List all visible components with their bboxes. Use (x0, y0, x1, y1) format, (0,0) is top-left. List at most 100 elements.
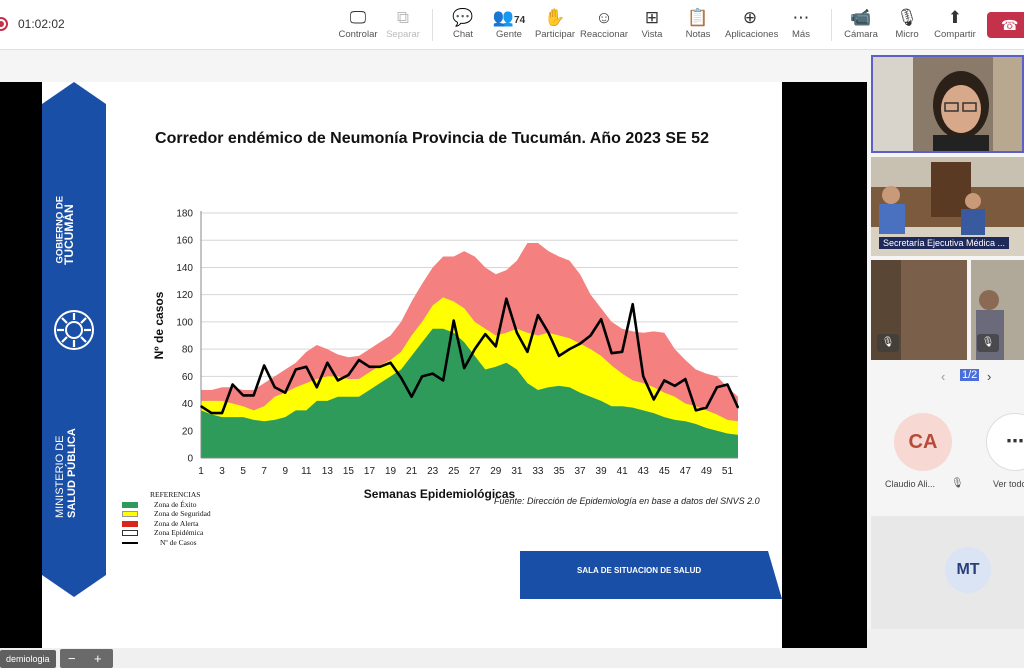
x-tick-label: 31 (511, 466, 523, 477)
y-tick-label: 100 (176, 317, 193, 328)
data-point (589, 334, 592, 337)
more-button[interactable]: ⋯ Más (776, 7, 826, 45)
hand-icon: ✋ (544, 8, 566, 27)
data-point (252, 394, 255, 397)
data-point (368, 366, 371, 368)
y-tick-label: 80 (182, 345, 194, 356)
apps-button[interactable]: ⊕ Aplicaciones (725, 8, 779, 40)
data-point (495, 345, 497, 348)
legend-swatch (122, 501, 138, 508)
avatar-ca[interactable]: CA (894, 413, 952, 471)
sala-label: SALA DE SITUACION DE SALUD (577, 566, 702, 575)
phone-icon: ☎ (1001, 17, 1019, 33)
data-point (547, 331, 550, 334)
data-point (579, 342, 581, 345)
legend-swatch (122, 530, 138, 536)
y-tick-label: 40 (182, 399, 194, 410)
mic-off-icon: 🎙 (977, 334, 999, 352)
x-tick-label: 9 (282, 466, 288, 477)
legend-item-seguridad: Zona de Seguridad (122, 509, 211, 519)
toolbar-divider (432, 9, 433, 41)
data-point (442, 379, 444, 382)
zoom-out-button[interactable]: − (68, 651, 76, 666)
data-point (610, 352, 613, 354)
avatar-mt: MT (945, 547, 991, 593)
video-tile-speaker[interactable] (871, 55, 1024, 153)
x-tick-label: 35 (553, 466, 565, 477)
chat-button[interactable]: 💬 Chat (438, 7, 488, 45)
data-point (305, 366, 308, 368)
legend-swatch (122, 511, 138, 517)
x-tick-label: 33 (532, 466, 544, 477)
x-tick-label: 1 (198, 466, 204, 477)
x-tick-label: 49 (701, 466, 713, 477)
prev-page-button[interactable]: ‹ (941, 369, 946, 384)
participants-panel: Secretaría Ejecutiva Médica ... 🎙 🎙 ‹ 1/… (867, 50, 1024, 629)
view-all-label: Ver todo (993, 479, 1024, 489)
data-point (463, 367, 466, 369)
video-tile-secretaria[interactable]: Secretaría Ejecutiva Médica ... (871, 157, 1024, 256)
mic-off-icon: 🎙 (951, 478, 964, 489)
data-point (642, 375, 645, 378)
mic-button[interactable]: 🎙 Micro (882, 7, 932, 45)
control-button[interactable]: 🖵 Controlar (333, 7, 383, 45)
people-button[interactable]: 👥74 Gente (484, 7, 534, 45)
data-point (737, 406, 739, 409)
x-axis-label: Semanas Epidemiológicas (364, 487, 516, 501)
x-tick-label: 25 (448, 466, 460, 477)
data-point (484, 333, 487, 335)
data-point (200, 405, 202, 408)
data-point (705, 406, 708, 409)
data-point (358, 359, 360, 361)
data-point (326, 361, 329, 364)
zoom-controls: − + (60, 649, 113, 668)
data-point (294, 368, 297, 371)
react-button[interactable]: ☺ Reaccionar (579, 8, 629, 40)
participant-tile-mt[interactable]: MT (871, 516, 1024, 629)
data-point (316, 386, 318, 389)
y-tick-label: 20 (182, 426, 194, 437)
data-point (652, 398, 655, 401)
data-point (631, 303, 634, 305)
x-tick-label: 7 (261, 466, 267, 477)
data-point (526, 351, 529, 353)
camera-button[interactable]: 📹 Cámara (836, 7, 886, 45)
view-button[interactable]: ⊞ Vista (627, 7, 677, 45)
pop-out-button[interactable]: ⧉ Separar (378, 7, 428, 45)
zoom-in-button[interactable]: + (94, 651, 102, 666)
data-point (231, 383, 234, 386)
data-point (505, 297, 508, 300)
x-tick-label: 19 (385, 466, 397, 477)
view-all-button[interactable]: ⋯ (986, 413, 1024, 471)
notes-icon: 📋 (687, 8, 709, 27)
area-zona-de-xito (201, 328, 738, 458)
meeting-timer: 01:02:02 (18, 17, 65, 31)
data-point (568, 348, 571, 350)
y-tick-label: 140 (176, 263, 193, 274)
x-tick-label: 45 (659, 466, 671, 477)
x-tick-label: 51 (722, 466, 734, 477)
share-button[interactable]: ⬆ Compartir (930, 7, 980, 45)
data-point (716, 386, 718, 389)
y-tick-label: 120 (176, 290, 193, 301)
data-point (221, 412, 223, 414)
video-tile-3[interactable]: 🎙 (871, 260, 967, 360)
data-point (695, 409, 697, 412)
next-page-button[interactable]: › (987, 369, 992, 384)
y-tick-label: 0 (187, 454, 193, 465)
data-point (242, 394, 244, 397)
camera-off-icon: 📹 (850, 8, 872, 27)
leave-button[interactable]: ☎ (987, 12, 1024, 38)
x-tick-label: 43 (638, 466, 650, 477)
data-point (273, 386, 276, 389)
x-tick-label: 29 (490, 466, 502, 477)
sala-banner (520, 551, 782, 599)
raise-hand-button[interactable]: ✋ Participar (530, 7, 580, 45)
notes-button[interactable]: 📋 Notas (673, 7, 723, 45)
grid-icon: ⊞ (644, 8, 660, 27)
shared-content-stage: GOBIERNO DE TUCUMÁN MINISTERIO DE SALUD … (0, 50, 867, 668)
video-tile-4[interactable]: 🎙 (971, 260, 1024, 360)
pop-out-icon: ⧉ (396, 8, 410, 27)
data-point (684, 378, 687, 380)
